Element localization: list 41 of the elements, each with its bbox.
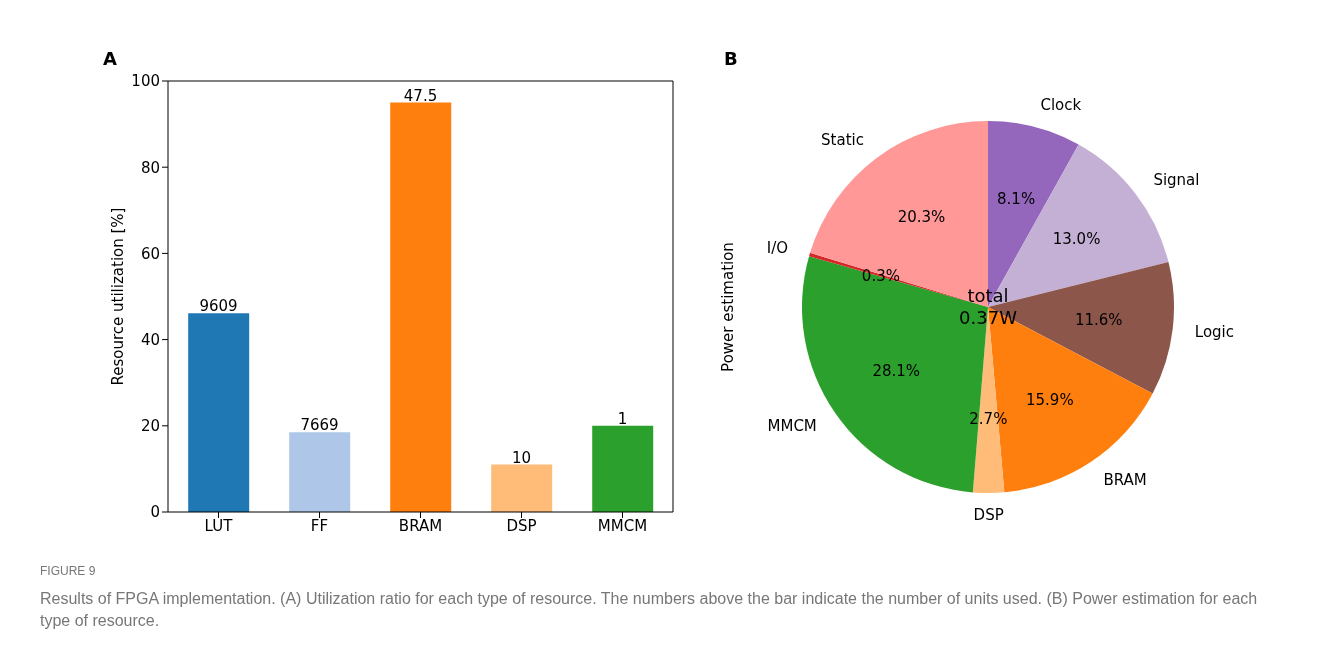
bar — [289, 432, 351, 512]
y-axis-title: Resource utilization [%] — [109, 207, 128, 386]
data-label: 15.9% — [1026, 390, 1074, 409]
chart-title: A — [103, 48, 117, 69]
y-tick-label: 100 — [131, 72, 160, 91]
bar — [390, 102, 452, 512]
caption: FIGURE 9 — [40, 563, 97, 580]
x-tick-label: FF — [310, 516, 329, 535]
annotation: 47.5 — [403, 86, 438, 105]
slice-label: BRAM — [1103, 471, 1147, 490]
x-tick-label: DSP — [506, 516, 537, 535]
text: total 0.37W — [959, 285, 1017, 329]
text: Results of FPGA implementation. (A) Utilization ratio for each type of resource. The numbers above the bar indicate the number of units used. (B) Power estimation for each type of resource. — [40, 589, 1259, 631]
slice-label: Logic — [1194, 322, 1235, 341]
chart-title: B — [724, 48, 738, 69]
y-tick-label: 40 — [140, 330, 160, 349]
x-tick-label: LUT — [204, 516, 234, 535]
annotation: 10 — [511, 448, 532, 467]
slice-label: Clock — [1040, 96, 1082, 115]
bar — [592, 425, 654, 512]
y-tick-label: 80 — [140, 158, 160, 177]
x-tick-label: MMCM — [597, 516, 648, 535]
text: Power estimation — [719, 242, 737, 372]
slice-label: Static — [821, 130, 864, 149]
x-tick-label: BRAM — [398, 516, 443, 535]
data-label: 8.1% — [997, 189, 1036, 208]
y-tick-label: 20 — [140, 417, 160, 436]
slice-label: Signal — [1153, 171, 1200, 190]
annotation: 1 — [617, 409, 628, 428]
annotation: 7669 — [300, 416, 339, 435]
data-label: 13.0% — [1052, 230, 1101, 249]
slice-label: MMCM — [767, 416, 817, 435]
y-tick-label: 0 — [150, 503, 160, 522]
data-label: 11.6% — [1074, 311, 1123, 330]
annotation: 9609 — [199, 297, 238, 316]
y-tick-label: 60 — [140, 244, 160, 263]
bar — [188, 313, 250, 512]
bar — [491, 464, 553, 512]
slice-label: I/O — [766, 239, 789, 258]
data-label: 28.1% — [872, 361, 921, 380]
data-label: 20.3% — [897, 208, 946, 227]
